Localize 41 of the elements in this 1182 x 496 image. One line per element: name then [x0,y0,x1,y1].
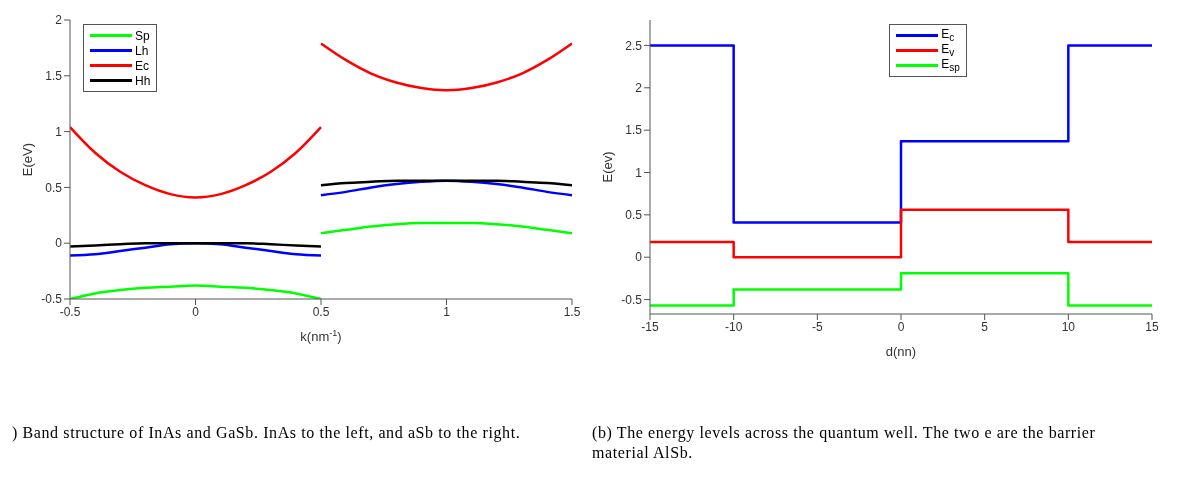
x-tick-label: 5 [981,319,989,334]
text: (b) The energy levels across the quantum well. The two e are the barrier material AlSb. [591,423,1097,463]
legend-label: Lh [135,43,149,58]
y-axis-title: E(eV) [20,142,35,177]
y-tick-label: 2 [635,81,643,96]
y-tick-label: 2.5 [625,38,643,53]
legend-label: Hh [135,73,151,88]
y-tick-label: 2 [55,13,63,28]
y-tick-label: 1 [55,124,63,139]
x-axis-title: k(nm$^{-1}$) [300,328,342,344]
line-series [70,284,323,299]
legend-label: E$_{c}$ [941,27,955,44]
y-tick-label: 0 [635,250,643,265]
x-tick-label: 1.5 [563,304,581,319]
line-series [70,125,323,199]
y-axis-title: E(ev) [600,151,615,183]
line-series [319,221,572,235]
x-tick-label: 10 [1061,319,1076,334]
y-tick-label: 0 [55,236,63,251]
y-tick-label: -0.5 [621,292,643,307]
line-series [319,42,572,92]
y-tick-label: 1 [635,165,643,180]
y-tick-label: 1.5 [625,123,643,138]
y-tick-label: 0.5 [45,180,63,195]
x-tick-label: 1 [443,304,451,319]
x-tick-label: -10 [724,319,743,334]
x-tick-label: -15 [641,319,659,334]
legend-label: Sp [135,28,150,43]
y-tick-label: 1.5 [45,69,63,84]
y-tick-label: -0.5 [41,292,63,307]
x-tick-label: 0.5 [312,304,330,319]
x-axis-title: d(nn) [885,344,917,359]
x-tick-label: -5 [812,319,823,334]
x-tick-label: 15 [1145,319,1159,334]
y-tick-label: 0.5 [625,208,643,223]
legend-label: Ec [135,58,150,73]
text: ) Band structure of InAs and GaSb. InAs to the left, and aSb to the right. [11,423,522,443]
legend-label: E$_{sp}$ [941,57,960,74]
x-tick-label: 0 [897,319,905,334]
legend-label: E$_{v}$ [941,42,955,59]
x-tick-label: 0 [192,304,200,319]
